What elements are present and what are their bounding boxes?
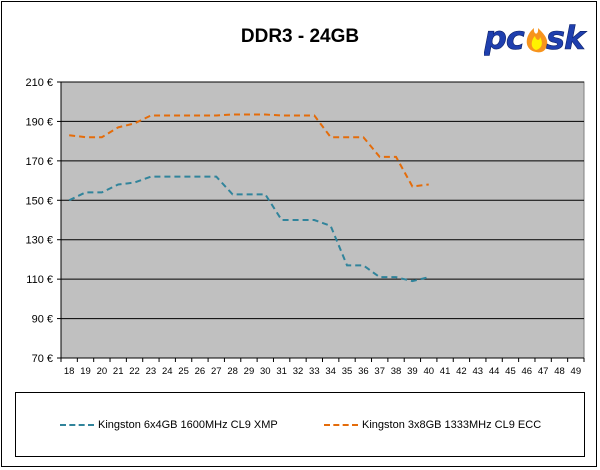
- x-tick-label: 47: [538, 366, 549, 377]
- legend-swatch: [324, 424, 358, 426]
- y-tick-label: 90 €: [32, 314, 53, 326]
- x-tick-label: 46: [522, 366, 533, 377]
- x-tick-label: 30: [260, 366, 271, 377]
- y-tick-label: 170 €: [25, 156, 53, 168]
- x-tick-label: 26: [195, 366, 206, 377]
- legend-item-series-2: Kingston 3x8GB 1333MHz CL9 ECC: [324, 419, 541, 431]
- x-tick-label: 29: [244, 366, 255, 377]
- x-tick-label: 37: [374, 366, 385, 377]
- pcosk-logo: pc sk: [484, 19, 588, 58]
- svg-text:sk: sk: [546, 19, 587, 57]
- y-tick-label: 150 €: [25, 195, 53, 207]
- y-tick-label: 70 €: [32, 353, 53, 365]
- x-tick-label: 43: [472, 366, 483, 377]
- x-tick-label: 41: [440, 366, 451, 377]
- x-tick-label: 18: [64, 366, 75, 377]
- x-tick-label: 40: [423, 366, 434, 377]
- chart-legend: Kingston 6x4GB 1600MHz CL9 XMP Kingston …: [15, 392, 585, 457]
- x-tick-label: 20: [97, 366, 108, 377]
- x-tick-label: 27: [211, 366, 222, 377]
- line-chart: 70 € 90 € 110 € 130 € 150 € 170 € 190 € 210 € 18…: [25, 77, 585, 377]
- x-tick-label: 32: [293, 366, 304, 377]
- chart-title: DDR3 - 24GB: [240, 26, 360, 47]
- x-tick-label: 25: [178, 366, 189, 377]
- x-tick-label: 19: [80, 366, 91, 377]
- x-tick-label: 38: [391, 366, 402, 377]
- x-tick-label: 45: [505, 366, 516, 377]
- x-tick-label: 34: [325, 366, 336, 377]
- x-tick-label: 33: [309, 366, 320, 377]
- y-tick-label: 110 €: [26, 274, 53, 286]
- legend-swatch: [60, 424, 94, 426]
- x-tick-label: 48: [554, 366, 565, 377]
- x-tick-label: 35: [342, 366, 353, 377]
- legend-label: Kingston 3x8GB 1333MHz CL9 ECC: [362, 419, 542, 431]
- y-tick-label: 130 €: [25, 235, 53, 247]
- flame-icon: [526, 28, 548, 53]
- y-tick-label: 210 €: [25, 77, 53, 89]
- svg-text:pc: pc: [484, 19, 525, 57]
- x-tick-label: 49: [571, 366, 582, 377]
- x-tick-label: 42: [456, 366, 467, 377]
- x-tick-label: 31: [276, 366, 287, 377]
- x-tick-label: 36: [358, 366, 369, 377]
- series-line-2: [69, 113, 429, 188]
- y-tick-label: 190 €: [25, 116, 53, 128]
- x-tick-label: 28: [227, 366, 238, 377]
- series-line-1: [68, 175, 429, 283]
- legend-label: Kingston 6x4GB 1600MHz CL9 XMP: [98, 419, 278, 431]
- x-tick-label: 21: [113, 366, 124, 377]
- x-tick-label: 22: [129, 366, 140, 377]
- x-tick-label: 39: [407, 366, 418, 377]
- plot-area: [60, 81, 585, 359]
- x-tick-label: 44: [489, 366, 500, 377]
- x-tick-label: 24: [162, 366, 173, 377]
- legend-item-series-1: Kingston 6x4GB 1600MHz CL9 XMP: [60, 419, 278, 431]
- x-tick-label: 23: [146, 366, 157, 377]
